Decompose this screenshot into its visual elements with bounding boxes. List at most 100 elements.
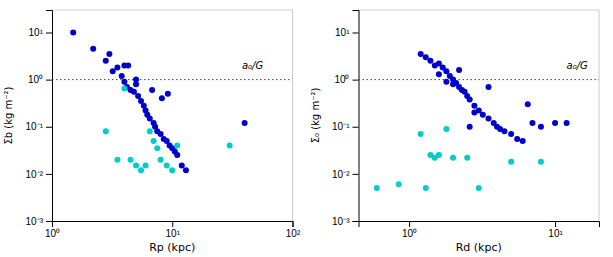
point (525, 101, 531, 107)
point (508, 159, 514, 165)
point (464, 155, 470, 161)
point (514, 136, 520, 142)
axis-line (53, 222, 294, 228)
tick-mark (353, 80, 359, 81)
point (418, 131, 424, 137)
annotation: a₀/G (567, 60, 589, 71)
tick-mark (555, 221, 556, 227)
tick: 10¹ (29, 27, 52, 38)
tick-label: 10⁻¹ (26, 121, 44, 132)
series (103, 85, 233, 173)
tick: 10⁻¹ (26, 121, 52, 132)
x-axis: 10⁰ 10¹ (359, 221, 600, 239)
point (159, 95, 165, 101)
point (128, 157, 134, 163)
tick-mark (46, 221, 52, 222)
point (423, 54, 429, 60)
series (374, 126, 544, 191)
point (121, 79, 127, 85)
point (552, 120, 558, 126)
point (443, 126, 449, 132)
tick-label: 10² (286, 228, 301, 239)
reference-line (52, 79, 293, 80)
axis-line (46, 11, 53, 222)
tick-label: 10⁰ (402, 228, 417, 239)
tick-mark (353, 32, 359, 33)
reference-line (359, 79, 600, 80)
point (125, 62, 131, 68)
point (158, 157, 164, 163)
point (114, 157, 120, 163)
point (133, 163, 139, 169)
point (90, 46, 96, 52)
point (164, 163, 170, 169)
tick-label: 10⁰ (45, 228, 60, 239)
x-axis-label: Rd (kpc) (456, 241, 502, 254)
y-axis-label: Σ₀ (kg m⁻²) (310, 88, 321, 144)
point (374, 185, 380, 191)
point (114, 65, 120, 71)
point (538, 159, 544, 165)
point (476, 185, 482, 191)
point (227, 142, 233, 148)
point (103, 128, 109, 134)
y-axis-label: Σb (kg m⁻²) (3, 86, 14, 144)
tick: 10⁰ (45, 221, 60, 239)
panel: 10⁰10¹10⁻³10⁻²10⁻¹10⁰10¹a₀/GRd (kpc)Σ₀ (… (310, 10, 600, 254)
point (106, 51, 112, 57)
tick-mark (293, 221, 294, 227)
annotation: a₀/G (242, 60, 264, 71)
y-axis: 10⁻³10⁻²10⁻¹10⁰10¹ (332, 11, 359, 227)
point (147, 128, 153, 134)
tick-mark (46, 32, 52, 33)
point (138, 167, 144, 173)
point (443, 79, 449, 85)
point (174, 142, 180, 148)
tick-label: 10¹ (548, 228, 563, 239)
point (480, 112, 486, 118)
point (143, 163, 149, 169)
point (564, 120, 570, 126)
point (471, 103, 477, 109)
tick: 10⁰ (334, 74, 358, 85)
point (149, 87, 155, 93)
point (158, 131, 164, 137)
point (147, 115, 153, 121)
tick-label: 10⁻¹ (332, 121, 350, 132)
plot-frame (359, 10, 600, 221)
tick-mark (46, 127, 52, 128)
tick-mark (353, 221, 359, 222)
x-axis-label: Rp (kpc) (149, 241, 195, 254)
tick-mark (409, 221, 410, 227)
point (179, 163, 185, 169)
point (467, 124, 473, 130)
point (486, 115, 492, 121)
point (501, 128, 507, 134)
point (119, 73, 125, 79)
point (508, 131, 514, 137)
tick-label: 10¹ (335, 27, 350, 38)
point (133, 77, 139, 83)
tick-label: 10⁰ (28, 74, 43, 85)
point (450, 155, 456, 161)
point (456, 67, 462, 73)
point (110, 68, 116, 74)
point (427, 58, 433, 64)
point (183, 167, 189, 173)
point (418, 51, 424, 57)
tick-mark (46, 80, 52, 81)
tick-mark (46, 174, 52, 175)
tick: 10⁻² (332, 169, 358, 180)
tick-label: 10⁰ (334, 74, 349, 85)
series (70, 29, 247, 173)
tick-label: 10⁻² (332, 169, 350, 180)
axis-line (353, 11, 360, 222)
point (169, 167, 175, 173)
tick-label: 10⁻² (26, 169, 44, 180)
tick: 10² (286, 221, 301, 239)
tick-label: 10¹ (29, 27, 44, 38)
point (529, 120, 535, 126)
point (436, 152, 442, 158)
tick: 10⁰ (28, 74, 52, 85)
tick: 10¹ (166, 221, 181, 239)
